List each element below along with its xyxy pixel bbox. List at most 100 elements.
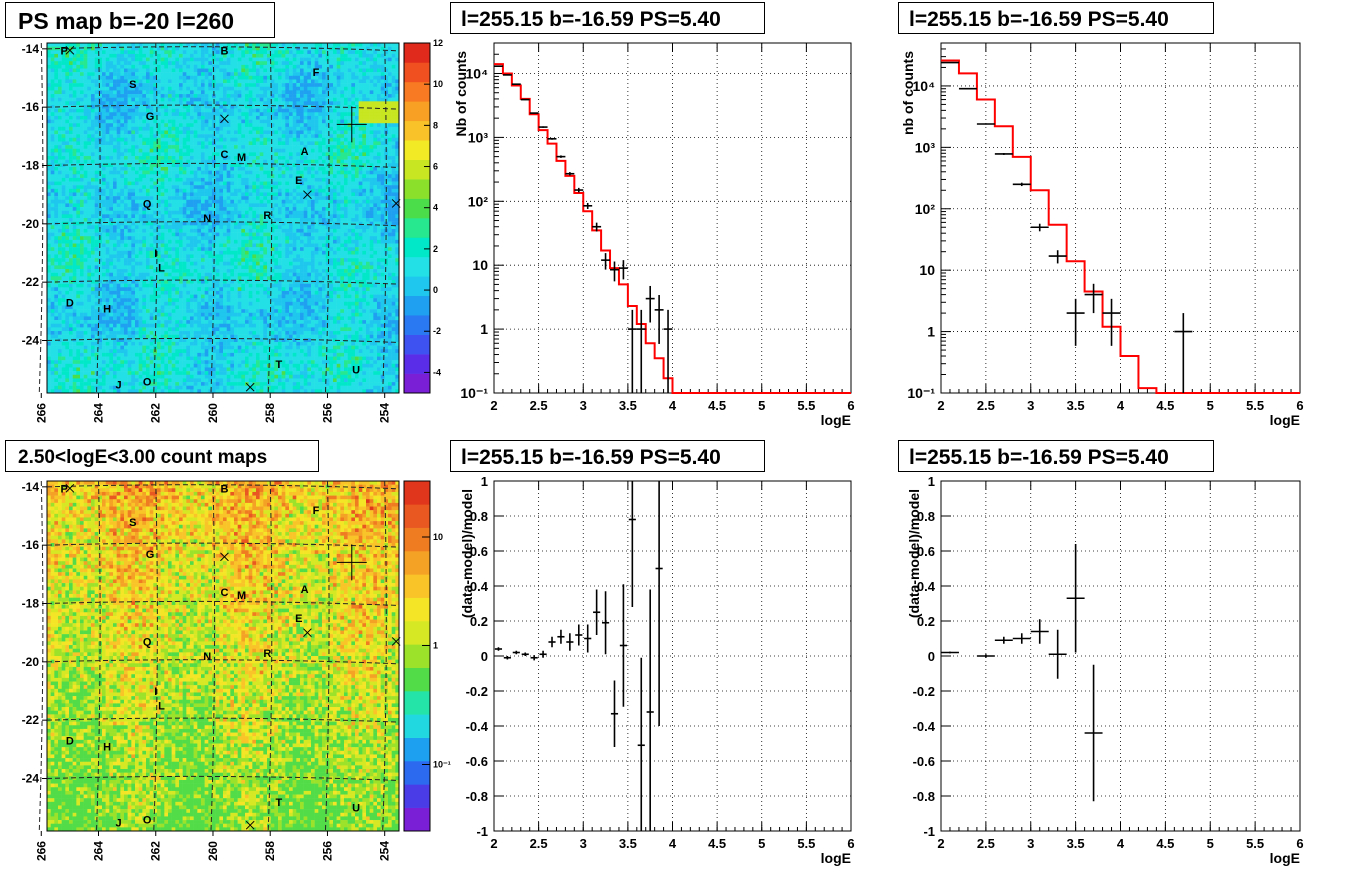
panel-5-ytick-label-3: 0.4 xyxy=(470,579,489,594)
panel-5-xtick-label-6: 5 xyxy=(758,836,765,851)
panel-6-residual-point-1 xyxy=(976,654,995,658)
panel-5-residual-point-13 xyxy=(610,680,619,747)
heatmap-2-grid-parallel-0 xyxy=(46,484,400,490)
panel-2-data-point-4 xyxy=(529,112,539,114)
panel-2-data-point-8 xyxy=(565,172,575,176)
panel-5-residual-point-5 xyxy=(539,650,547,658)
heatmap-2-grid-parallel-1 xyxy=(46,542,400,548)
heatmap-1-source-B: B xyxy=(220,45,228,57)
panel-2-xtick-label-8: 6 xyxy=(847,398,854,413)
panel-3-ytick-label-5: 10⁴ xyxy=(913,78,936,94)
heatmap-2-target-marker xyxy=(336,544,367,581)
panel-5-ylabel: (data-model)/model xyxy=(459,489,475,618)
heatmap-2-colorbar-bin-7 xyxy=(404,644,430,668)
heatmap-1-colorbar-bin-0 xyxy=(404,373,430,394)
panel-2-data-point-12 xyxy=(601,253,611,270)
heatmap-2-source-P: P xyxy=(60,483,67,495)
heatmap-1-source-N: N xyxy=(203,213,211,225)
panel-5-xtick-label-4: 4 xyxy=(669,836,677,851)
panel-2-xtick-label-1: 2.5 xyxy=(530,398,548,413)
panel-5-residual-point-11 xyxy=(593,589,601,635)
heatmap-2-xtick-label-2: 262 xyxy=(149,841,163,861)
panel-5-xtick-label-2: 3 xyxy=(580,836,587,851)
heatmap-1-colorbar-bin-11 xyxy=(404,159,430,180)
heatmap-2-marker-1 xyxy=(220,552,229,562)
heatmap-1-marker-3 xyxy=(245,382,255,392)
heatmap-1-xtick-label-4: 258 xyxy=(263,403,277,423)
heatmap-2-source-S: S xyxy=(129,517,136,529)
heatmap-1-colorbar-label-3: 6 xyxy=(433,162,438,172)
heatmap-1-colorbar-label-8: -4 xyxy=(433,367,441,377)
heatmap-1-source-A: A xyxy=(301,146,309,158)
heatmap-2-source-J: J xyxy=(115,817,121,829)
panel-6-ytick-label-4: 0.2 xyxy=(917,614,935,629)
heatmap-2-grid-parallel-2 xyxy=(46,600,400,606)
heatmap-2-ytick-label-5: -24 xyxy=(22,772,40,786)
heatmap-2-colorbar-frame xyxy=(403,480,431,832)
panel-4-title: 2.50<logE<3.00 count maps xyxy=(5,440,319,472)
heatmap-1-colorbar-frame xyxy=(403,42,431,394)
heatmap-2-marker-2 xyxy=(303,628,312,638)
heatmap-1-ytick-label-1: -16 xyxy=(22,100,40,114)
heatmap-2-colorbar-bin-8 xyxy=(404,621,430,645)
heatmap-2-source-L: L xyxy=(158,701,165,713)
panel-6-ytick-label-8: -0.6 xyxy=(913,754,935,769)
panel-6-xtick-label-4: 4 xyxy=(1117,836,1125,851)
heatmap-1-xtick-label-3: 260 xyxy=(206,403,220,423)
heatmap-2-source-M: M xyxy=(237,590,246,602)
heatmap-1-grid-parallel-5 xyxy=(46,337,400,343)
panel-2-xlabel: logE xyxy=(821,412,851,428)
panel-5-residual-point-15 xyxy=(628,481,636,607)
panel-5-xtick-label-0: 2 xyxy=(490,836,497,851)
panel-5-residual-point-18 xyxy=(655,481,663,726)
heatmap-2-grid-parallel-4 xyxy=(46,717,400,723)
panel-5-ytick-label-0: 1 xyxy=(481,474,488,489)
heatmap-1-colorbar-bin-13 xyxy=(404,120,430,141)
heatmap-2-grid-parallel-3 xyxy=(46,659,400,665)
panel-3-ytick-label-3: 10² xyxy=(915,201,936,217)
panel-2-data-point-6 xyxy=(547,137,557,140)
panel-6-ytick-label-3: 0.4 xyxy=(917,579,936,594)
panel-5-ytick-label-1: 0.8 xyxy=(470,509,488,524)
heatmap-1-marker-1 xyxy=(220,114,229,124)
heatmap-1-colorbar-bin-17 xyxy=(404,43,430,63)
heatmap-1-xtick-label-1: 264 xyxy=(92,403,106,423)
panel-2-data-point-3 xyxy=(520,98,530,101)
heatmap-2-colorbar-bin-12 xyxy=(404,527,430,552)
heatmap-2-source-F: F xyxy=(313,505,320,517)
heatmap-2-colorbar-bin-3 xyxy=(404,737,430,762)
panel-2-xtick-label-3: 3.5 xyxy=(619,398,637,413)
heatmap-1-source-C: C xyxy=(220,149,228,161)
panel-3-xtick-label-1: 2.5 xyxy=(977,398,995,413)
panel-6-ylabel: (data-model)/model xyxy=(906,489,922,618)
heatmap-2-source-I: I xyxy=(154,686,157,698)
panel-5-ytick-label-4: 0.2 xyxy=(470,614,488,629)
heatmap-2-colorbar-bin-0 xyxy=(404,807,430,832)
panel-2-data-point-11 xyxy=(592,222,602,232)
heatmap-2-xtick-label-0: 266 xyxy=(34,841,48,861)
panel-2-ytick-label-2: 10 xyxy=(472,257,488,273)
panel-5-ytick-label-7: -0.4 xyxy=(466,719,489,734)
panel-6-ytick-label-5: 0 xyxy=(928,649,935,664)
panel-3-data-point-6 xyxy=(1048,250,1067,264)
panel-6-xlabel: logE xyxy=(1270,850,1300,866)
panel-2-data-point-18 xyxy=(654,295,664,344)
heatmap-2-colorbar-label-1: 1 xyxy=(433,641,438,651)
panel-5-ytick-label-9: -0.8 xyxy=(466,789,488,804)
heatmap-2-source-R: R xyxy=(263,648,271,660)
panel-2-frame xyxy=(493,42,852,394)
panel-5-residual-point-12 xyxy=(601,591,610,655)
heatmap-1-colorbar-label-7: -2 xyxy=(433,326,441,336)
heatmap-2-colorbar-bin-14 xyxy=(404,481,430,505)
panel-6-ytick-label-6: -0.2 xyxy=(913,684,935,699)
panel-5-residual-point-10 xyxy=(584,624,592,653)
panel-3-xtick-label-0: 2 xyxy=(937,398,944,413)
heatmap-1-colorbar-bin-9 xyxy=(404,198,430,219)
panel-5-residual-point-0 xyxy=(494,647,503,651)
heatmap-1-grid-parallel-2 xyxy=(46,162,400,168)
panel-3-data-point-2 xyxy=(976,123,995,125)
panel-3-xlabel: logE xyxy=(1270,412,1300,428)
heatmap-1-ytick-label-4: -22 xyxy=(22,275,40,289)
panel-3-ytick-label-2: 10 xyxy=(919,262,935,278)
panel-2-ytick-label-5: 10⁴ xyxy=(466,65,489,81)
